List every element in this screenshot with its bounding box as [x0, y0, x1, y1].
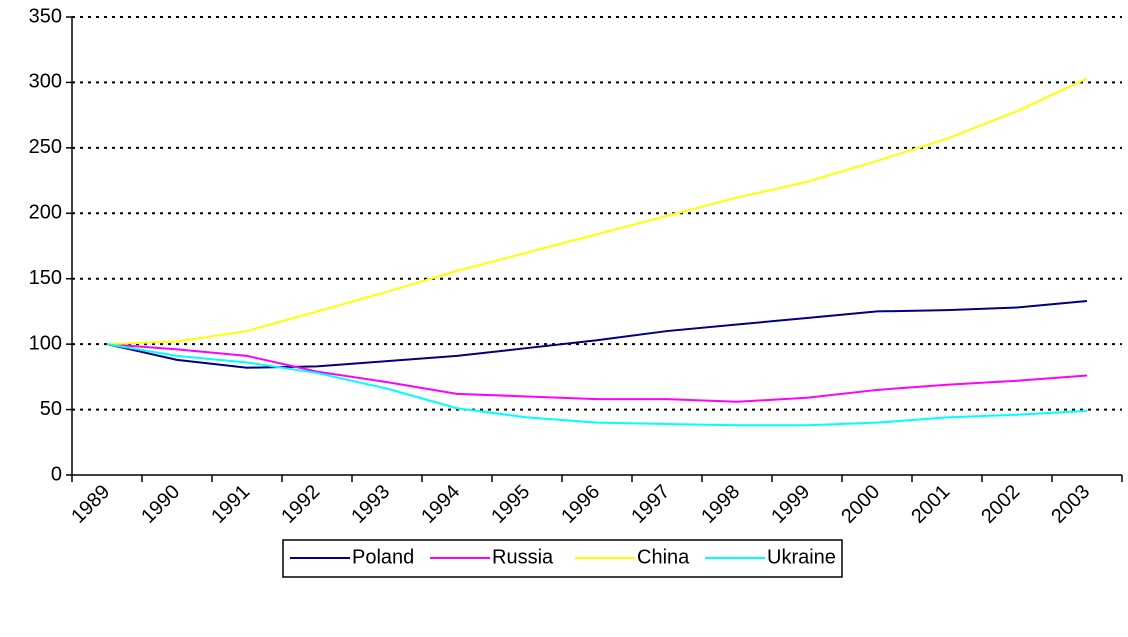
series-line — [106, 77, 1088, 346]
x-tick-label: 2001 — [907, 481, 954, 528]
x-tick-label: 1996 — [557, 481, 604, 528]
x-tick-label: 1999 — [767, 481, 814, 528]
x-tick-label: 1994 — [417, 481, 464, 528]
x-tick-label: 1997 — [627, 481, 674, 528]
x-tick-label: 1998 — [697, 481, 744, 528]
x-tick-label: 1991 — [207, 481, 254, 528]
legend-label: Poland — [352, 546, 414, 568]
legend-label: Ukraine — [767, 546, 836, 568]
legend-label: Russia — [492, 546, 554, 568]
x-tick-label: 2002 — [977, 481, 1024, 528]
x-tick-label: 1995 — [487, 481, 534, 528]
y-tick-label: 250 — [29, 136, 62, 158]
y-tick-label: 300 — [29, 71, 62, 93]
x-tick-label: 1990 — [137, 481, 184, 528]
series-line — [106, 299, 1088, 369]
y-tick-label: 150 — [29, 267, 62, 289]
x-tick-label: 2003 — [1047, 481, 1094, 528]
y-tick-label: 100 — [29, 332, 62, 354]
y-tick-label: 0 — [51, 463, 62, 485]
y-tick-label: 350 — [29, 5, 62, 27]
x-tick-label: 1993 — [347, 481, 394, 528]
x-tick-label: 2000 — [837, 481, 884, 528]
x-tick-label: 1992 — [277, 481, 324, 528]
x-tick-label: 1989 — [67, 481, 114, 528]
legend-label: China — [637, 546, 690, 568]
series-line — [106, 343, 1088, 403]
series-line — [106, 343, 1088, 427]
y-tick-label: 50 — [40, 398, 62, 420]
y-tick-label: 200 — [29, 202, 62, 224]
